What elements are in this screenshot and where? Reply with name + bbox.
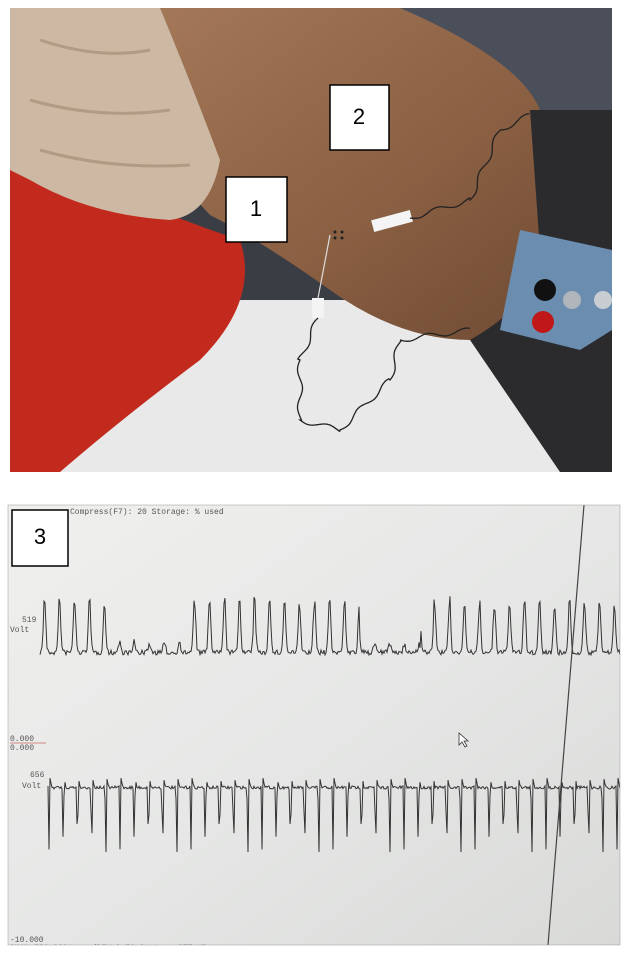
screen-header: Compress(F7): 20 Storage: % used bbox=[70, 508, 224, 517]
photo bbox=[10, 8, 612, 472]
status-line: CHAN 586.3291 sec/DIV 0.79 Status: SET-U… bbox=[10, 944, 207, 953]
screen: Compress(F7): 20 Storage: % used 519 Vol… bbox=[8, 505, 620, 953]
channel-unit: Volt bbox=[10, 626, 29, 635]
channel-value: 519 bbox=[22, 616, 37, 625]
channel-unit: Volt bbox=[22, 782, 41, 791]
label: 1 bbox=[250, 196, 262, 221]
label: 2 bbox=[353, 104, 365, 129]
channel-value: 656 bbox=[30, 771, 45, 780]
page: 1 2 Compress(F7): 20 Storage: % used 519… bbox=[0, 0, 621, 953]
label: 3 bbox=[34, 524, 46, 549]
figure: 1 2 Compress(F7): 20 Storage: % used 519… bbox=[0, 0, 621, 953]
zero-label: 0.000 bbox=[10, 744, 34, 753]
